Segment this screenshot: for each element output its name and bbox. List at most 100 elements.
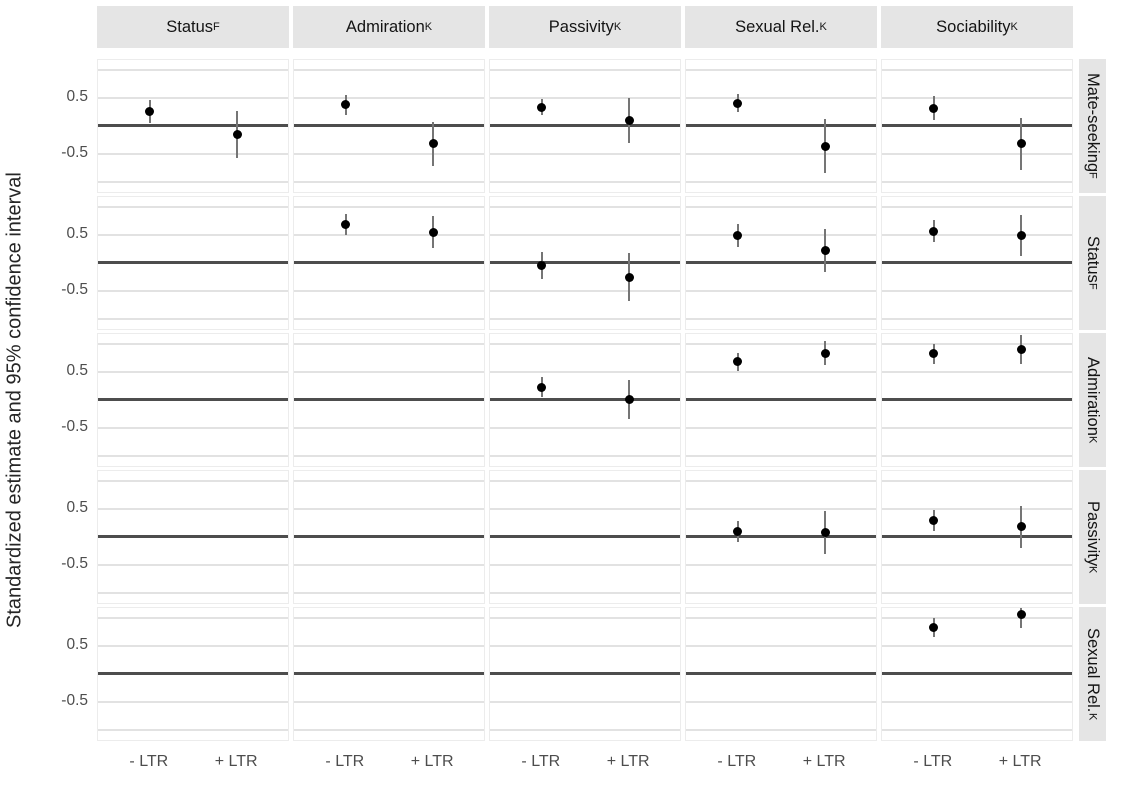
major-gridline xyxy=(294,289,484,292)
point-estimate-dot xyxy=(929,349,939,359)
y-tick-label: 0.5 xyxy=(66,224,88,242)
facet-label-subscript: F xyxy=(1086,172,1099,179)
facet-panel xyxy=(293,196,485,330)
point-estimate-dot xyxy=(929,623,939,633)
major-gridline xyxy=(882,479,1072,482)
major-gridline xyxy=(490,317,680,320)
major-gridline xyxy=(98,370,288,373)
facet-panel xyxy=(489,333,681,467)
point-estimate-dot xyxy=(733,98,743,108)
point-estimate-dot xyxy=(428,227,438,237)
major-gridline xyxy=(98,454,288,457)
zero-reference-line xyxy=(882,535,1072,538)
x-tick-label: - LTR xyxy=(521,753,561,770)
major-gridline xyxy=(686,317,876,320)
major-gridline xyxy=(294,317,484,320)
major-gridline xyxy=(686,68,876,71)
major-gridline xyxy=(98,616,288,619)
major-gridline xyxy=(490,591,680,594)
major-gridline xyxy=(882,591,1072,594)
point-estimate-dot xyxy=(428,139,438,149)
major-gridline xyxy=(98,342,288,345)
major-gridline xyxy=(686,205,876,208)
facet-label-subscript: K xyxy=(819,21,827,33)
major-gridline xyxy=(294,205,484,208)
major-gridline xyxy=(882,152,1072,155)
facet-panel xyxy=(685,333,877,467)
y-tick-label: 0.5 xyxy=(66,635,88,653)
major-gridline xyxy=(882,180,1072,183)
facet-panel xyxy=(489,607,681,741)
x-tick-label: + LTR xyxy=(214,753,258,770)
major-gridline xyxy=(294,152,484,155)
point-estimate-dot xyxy=(1016,610,1026,620)
zero-reference-line xyxy=(882,672,1072,675)
major-gridline xyxy=(686,233,876,236)
col-facet-strip: Passivity K xyxy=(489,6,681,48)
major-gridline xyxy=(490,700,680,703)
major-gridline xyxy=(98,152,288,155)
major-gridline xyxy=(686,454,876,457)
major-gridline xyxy=(294,454,484,457)
point-estimate-dot xyxy=(232,129,242,139)
major-gridline xyxy=(882,426,1072,429)
zero-reference-line xyxy=(686,261,876,264)
point-estimate-dot xyxy=(537,102,547,112)
major-gridline xyxy=(294,370,484,373)
point-estimate-dot xyxy=(537,261,547,271)
major-gridline xyxy=(686,96,876,99)
point-estimate-dot xyxy=(1016,522,1026,532)
major-gridline xyxy=(882,68,1072,71)
major-gridline xyxy=(490,426,680,429)
major-gridline xyxy=(294,68,484,71)
facet-label-subscript: K xyxy=(1086,565,1099,574)
major-gridline xyxy=(882,96,1072,99)
major-gridline xyxy=(490,96,680,99)
zero-reference-line xyxy=(98,261,288,264)
major-gridline xyxy=(882,700,1072,703)
major-gridline xyxy=(294,507,484,510)
major-gridline xyxy=(98,507,288,510)
facet-panel xyxy=(489,196,681,330)
zero-reference-line xyxy=(686,398,876,401)
facet-panel xyxy=(97,333,289,467)
point-estimate-dot xyxy=(1016,139,1026,149)
major-gridline xyxy=(98,644,288,647)
facet-label-subscript: K xyxy=(1086,435,1099,444)
major-gridline xyxy=(882,563,1072,566)
zero-reference-line xyxy=(294,398,484,401)
point-estimate-dot xyxy=(624,395,634,404)
facet-label-subscript: F xyxy=(1086,283,1099,290)
facet-label-subscript: K xyxy=(613,21,622,33)
point-estimate-dot xyxy=(341,100,351,110)
major-gridline xyxy=(490,233,680,236)
point-estimate-dot xyxy=(733,526,743,536)
y-tick-label: 0.5 xyxy=(66,361,88,379)
point-estimate-dot xyxy=(929,516,939,526)
major-gridline xyxy=(686,289,876,292)
point-estimate-dot xyxy=(341,219,351,229)
major-gridline xyxy=(490,180,680,183)
facet-panel xyxy=(881,607,1073,741)
facet-panel xyxy=(685,607,877,741)
major-gridline xyxy=(490,289,680,292)
facet-panel xyxy=(881,333,1073,467)
facet-panel xyxy=(97,607,289,741)
zero-reference-line xyxy=(490,535,680,538)
facet-label-subscript: K xyxy=(1010,21,1018,33)
major-gridline xyxy=(294,728,484,731)
major-gridline xyxy=(882,616,1072,619)
major-gridline xyxy=(490,454,680,457)
major-gridline xyxy=(490,342,680,345)
facet-panel xyxy=(293,333,485,467)
major-gridline xyxy=(686,644,876,647)
zero-reference-line xyxy=(490,261,680,264)
point-estimate-dot xyxy=(820,246,830,256)
x-tick-label: + LTR xyxy=(802,753,846,770)
row-facet-strip: Sexual Rel. K xyxy=(1079,607,1106,741)
major-gridline xyxy=(98,426,288,429)
point-estimate-dot xyxy=(624,272,634,282)
point-estimate-dot xyxy=(733,357,743,367)
major-gridline xyxy=(686,426,876,429)
